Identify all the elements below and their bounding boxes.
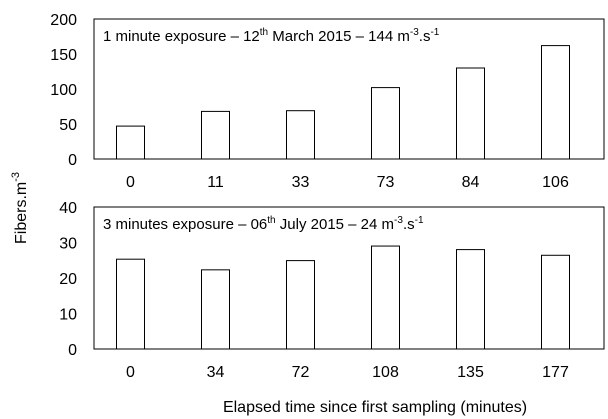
x-tick-label: 33 <box>292 174 310 191</box>
bar-0 <box>116 258 145 350</box>
x-tick-label: 108 <box>372 364 399 381</box>
y-tick-label: 200 <box>50 12 77 29</box>
y-tick-label: 0 <box>68 342 77 359</box>
bar-72 <box>286 260 315 350</box>
y-tick-label: 100 <box>50 82 77 99</box>
y-tick-label: 30 <box>59 236 77 253</box>
bar-33 <box>286 110 315 160</box>
panel-2: 0 10 20 30 40 0 34 72 108 135 177 3 minutes exposur… <box>59 200 605 381</box>
y-axis-title: Fibers.m-3 <box>10 172 30 244</box>
bar-73 <box>371 87 400 160</box>
x-axis-title: Elapsed time since first sampling (minut… <box>223 399 527 416</box>
bar-135 <box>456 249 485 350</box>
y-tick-label: 20 <box>59 271 77 288</box>
panel-1: 0 50 100 150 200 0 11 33 73 84 106 1 minute exposur… <box>50 12 605 191</box>
x-tick-label: 84 <box>462 174 480 191</box>
bar-177 <box>541 254 570 350</box>
bar-0 <box>116 125 145 160</box>
x-tick-label: 0 <box>126 174 135 191</box>
x-tick-label: 11 <box>207 174 224 191</box>
y-tick-label: 50 <box>59 117 77 134</box>
bar-106 <box>541 45 570 160</box>
y-tick-label: 40 <box>59 200 77 217</box>
y-tick-label: 150 <box>50 47 77 64</box>
plot-frame <box>93 18 605 160</box>
plot-frame <box>93 206 605 350</box>
bar-84 <box>456 67 485 160</box>
bar-34 <box>201 269 230 350</box>
x-tick-label: 177 <box>542 364 569 381</box>
x-tick-label: 106 <box>542 174 569 191</box>
x-tick-label: 135 <box>457 364 484 381</box>
x-tick-label: 72 <box>292 364 310 381</box>
panel-title: 1 minute exposure – 12th March 2015 – 14… <box>103 27 440 45</box>
y-tick-label: 0 <box>68 152 77 169</box>
x-tick-label: 0 <box>126 364 135 381</box>
bar-108 <box>371 245 400 350</box>
x-tick-label: 73 <box>377 174 395 191</box>
panel-title: 3 minutes exposure – 06th July 2015 – 24… <box>103 215 424 233</box>
x-tick-label: 34 <box>207 364 225 381</box>
y-tick-label: 10 <box>59 307 77 324</box>
bar-11 <box>201 110 230 160</box>
